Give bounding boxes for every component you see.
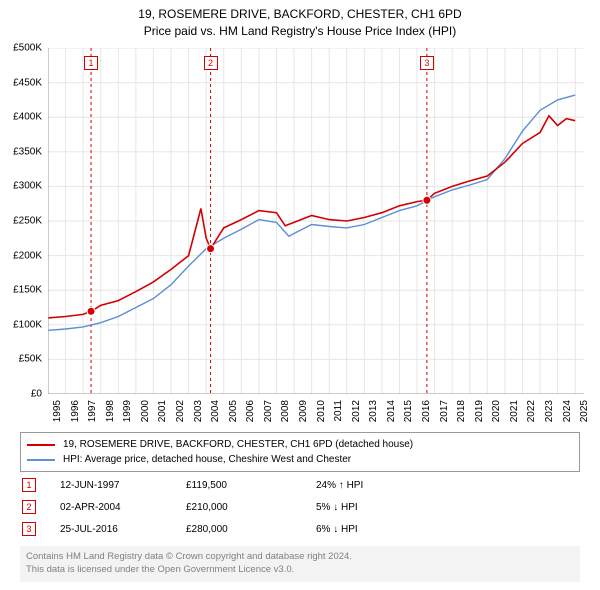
footer-line1: Contains HM Land Registry data © Crown c… <box>26 551 574 564</box>
y-axis: £0£50K£100K£150K£200K£250K£300K£350K£400… <box>0 48 46 394</box>
x-tick-label: 2020 <box>491 400 502 422</box>
event-row: 325-JUL-2016£280,0006% ↓ HPI <box>20 518 580 540</box>
legend-item: HPI: Average price, detached house, Ches… <box>27 452 573 467</box>
event-row: 112-JUN-1997£119,50024% ↑ HPI <box>20 474 580 496</box>
x-tick-label: 1997 <box>87 400 98 422</box>
x-tick-label: 2008 <box>280 400 291 422</box>
y-tick-label: £50K <box>19 354 42 365</box>
y-tick-label: £100K <box>13 319 42 330</box>
event-price: £119,500 <box>186 480 316 491</box>
event-price: £280,000 <box>186 524 316 535</box>
event-marker-badge: 1 <box>84 56 98 70</box>
y-tick-label: £450K <box>13 77 42 88</box>
x-tick-label: 2014 <box>386 400 397 422</box>
legend-swatch <box>27 444 55 446</box>
event-marker-badge: 3 <box>420 56 434 70</box>
x-tick-label: 2004 <box>210 400 221 422</box>
x-tick-label: 2005 <box>228 400 239 422</box>
legend-label: 19, ROSEMERE DRIVE, BACKFORD, CHESTER, C… <box>63 439 413 450</box>
x-tick-label: 2019 <box>474 400 485 422</box>
y-tick-label: £200K <box>13 250 42 261</box>
x-tick-label: 2017 <box>439 400 450 422</box>
x-tick-label: 2000 <box>140 400 151 422</box>
x-tick-label: 2023 <box>544 400 555 422</box>
event-row-marker: 1 <box>22 478 36 492</box>
y-tick-label: £300K <box>13 181 42 192</box>
event-date: 02-APR-2004 <box>36 502 186 513</box>
x-tick-label: 1995 <box>52 400 63 422</box>
x-tick-label: 2003 <box>193 400 204 422</box>
x-tick-label: 2002 <box>175 400 186 422</box>
chart-svg <box>48 48 584 394</box>
event-date: 12-JUN-1997 <box>36 480 186 491</box>
x-tick-label: 1998 <box>105 400 116 422</box>
y-tick-label: £500K <box>13 43 42 54</box>
legend-label: HPI: Average price, detached house, Ches… <box>63 454 351 465</box>
title-line2: Price paid vs. HM Land Registry's House … <box>0 23 600 40</box>
event-row-marker: 3 <box>22 522 36 536</box>
x-axis: 1995 1996 1997 1998 1999 2000 2001 2002 2003 2004… <box>48 396 584 426</box>
event-marker-badge: 2 <box>204 56 218 70</box>
event-price: £210,000 <box>186 502 316 513</box>
event-delta: 6% ↓ HPI <box>316 524 436 535</box>
events-table: 112-JUN-1997£119,50024% ↑ HPI202-APR-200… <box>20 474 580 540</box>
event-delta: 24% ↑ HPI <box>316 480 436 491</box>
event-row: 202-APR-2004£210,0005% ↓ HPI <box>20 496 580 518</box>
y-tick-label: £400K <box>13 112 42 123</box>
x-tick-label: 2012 <box>351 400 362 422</box>
x-tick-label: 2009 <box>298 400 309 422</box>
x-tick-label: 2022 <box>526 400 537 422</box>
x-tick-label: 2025 <box>579 400 590 422</box>
title-line1: 19, ROSEMERE DRIVE, BACKFORD, CHESTER, C… <box>0 6 600 23</box>
chart-container: 19, ROSEMERE DRIVE, BACKFORD, CHESTER, C… <box>0 0 600 590</box>
x-tick-label: 2006 <box>245 400 256 422</box>
x-tick-label: 2011 <box>333 400 344 422</box>
title-block: 19, ROSEMERE DRIVE, BACKFORD, CHESTER, C… <box>0 0 600 40</box>
footer: Contains HM Land Registry data © Crown c… <box>20 546 580 582</box>
plot-area: 1 2 3 <box>48 48 584 394</box>
x-tick-label: 2013 <box>368 400 379 422</box>
y-tick-label: £150K <box>13 285 42 296</box>
x-tick-label: 2015 <box>403 400 414 422</box>
x-tick-label: 2016 <box>421 400 432 422</box>
y-tick-label: £250K <box>13 216 42 227</box>
event-row-marker: 2 <box>22 500 36 514</box>
x-tick-label: 1996 <box>70 400 81 422</box>
x-tick-label: 1999 <box>122 400 133 422</box>
x-tick-label: 2021 <box>509 400 520 422</box>
event-date: 25-JUL-2016 <box>36 524 186 535</box>
legend-swatch <box>27 459 55 461</box>
x-tick-label: 2018 <box>456 400 467 422</box>
y-tick-label: £350K <box>13 146 42 157</box>
y-tick-label: £0 <box>31 389 42 400</box>
x-tick-label: 2024 <box>562 400 573 422</box>
event-delta: 5% ↓ HPI <box>316 502 436 513</box>
x-tick-label: 2001 <box>157 400 168 422</box>
x-tick-label: 2010 <box>316 400 327 422</box>
footer-line2: This data is licensed under the Open Gov… <box>26 564 574 577</box>
legend: 19, ROSEMERE DRIVE, BACKFORD, CHESTER, C… <box>20 432 580 472</box>
x-tick-label: 2007 <box>263 400 274 422</box>
legend-item: 19, ROSEMERE DRIVE, BACKFORD, CHESTER, C… <box>27 437 573 452</box>
